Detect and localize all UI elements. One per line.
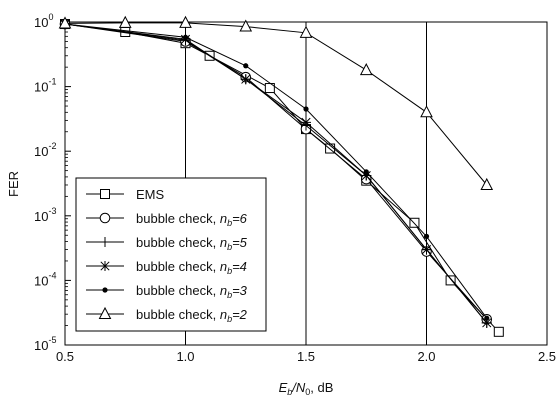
data-point bbox=[421, 244, 432, 255]
data-point bbox=[445, 275, 456, 286]
data-point bbox=[363, 169, 369, 175]
data-point bbox=[361, 170, 372, 181]
data-point bbox=[299, 25, 313, 38]
data-point bbox=[303, 106, 309, 112]
data-point bbox=[58, 16, 72, 29]
legend-entry: bubble check, nb=6 bbox=[86, 211, 248, 228]
data-point bbox=[100, 189, 110, 199]
series-triangle bbox=[58, 15, 494, 190]
legend-entry: bubble check, nb=4 bbox=[86, 259, 247, 276]
x-tick-label: 1.5 bbox=[297, 349, 315, 364]
legend-entry: EMS bbox=[86, 187, 165, 202]
data-point bbox=[100, 261, 110, 271]
series-layer bbox=[58, 15, 504, 337]
legend-entry: bubble check, nb=2 bbox=[86, 306, 248, 324]
x-tick-label: 2.5 bbox=[538, 349, 556, 364]
y-tick-label: 10-5 bbox=[34, 335, 56, 353]
data-point bbox=[98, 306, 112, 319]
y-tick-label: 10-4 bbox=[34, 270, 56, 288]
data-point bbox=[240, 74, 251, 85]
y-axis-label: FER bbox=[6, 171, 21, 197]
data-point bbox=[102, 287, 108, 293]
legend-label: bubble check, nb=3 bbox=[136, 283, 248, 300]
legend-entry: bubble check, nb=5 bbox=[86, 235, 248, 252]
series-line bbox=[64, 22, 488, 186]
y-tick-label: 10-1 bbox=[34, 77, 56, 95]
x-tick-label: 2.0 bbox=[417, 349, 435, 364]
data-point bbox=[239, 19, 253, 32]
data-point bbox=[99, 212, 111, 224]
legend-label: bubble check, nb=6 bbox=[136, 211, 248, 228]
data-point bbox=[481, 317, 492, 328]
legend-label: bubble check, nb=5 bbox=[136, 235, 248, 252]
data-point bbox=[493, 326, 504, 337]
legend: EMS bubble check, nb=6 bubble check, nb=5 b… bbox=[75, 177, 267, 332]
legend-label: bubble check, nb=2 bbox=[136, 307, 248, 324]
y-tick-label: 100 bbox=[34, 12, 53, 30]
x-axis-label: Eb/N0, dB bbox=[279, 380, 334, 397]
data-point bbox=[100, 237, 110, 247]
y-tick-label: 10-2 bbox=[34, 141, 56, 159]
x-tick-label: 1.0 bbox=[176, 349, 194, 364]
data-point bbox=[420, 105, 433, 118]
legend-entry: bubble check, nb=3 bbox=[86, 283, 248, 300]
data-point bbox=[480, 177, 494, 190]
data-point bbox=[179, 15, 192, 28]
legend-box bbox=[75, 177, 267, 332]
data-point bbox=[423, 233, 430, 239]
data-point bbox=[484, 315, 490, 321]
data-point bbox=[182, 34, 189, 40]
data-point bbox=[243, 63, 249, 69]
legend-label: bubble check, nb=4 bbox=[136, 259, 247, 276]
x-tick-label: 0.5 bbox=[56, 349, 74, 364]
data-point bbox=[118, 15, 132, 28]
data-point bbox=[359, 63, 373, 76]
data-point bbox=[301, 117, 311, 128]
ticks-layer: 0.5 1.0 1.5 2.0 2.5 100 10-1 10-2 10-3 10-4 10-5 bbox=[34, 12, 556, 364]
y-tick-label: 10-3 bbox=[34, 206, 56, 224]
legend-label: EMS bbox=[136, 187, 165, 202]
